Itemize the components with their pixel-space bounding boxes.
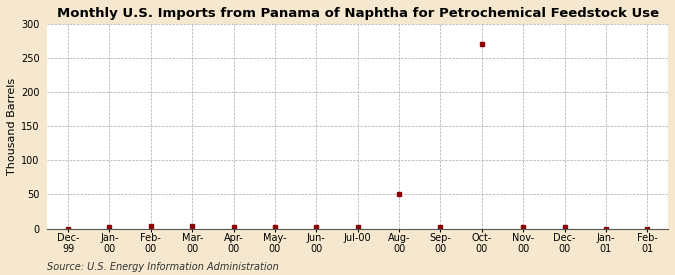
Y-axis label: Thousand Barrels: Thousand Barrels (7, 78, 17, 175)
Text: Source: U.S. Energy Information Administration: Source: U.S. Energy Information Administ… (47, 262, 279, 272)
Title: Monthly U.S. Imports from Panama of Naphtha for Petrochemical Feedstock Use: Monthly U.S. Imports from Panama of Naph… (57, 7, 659, 20)
